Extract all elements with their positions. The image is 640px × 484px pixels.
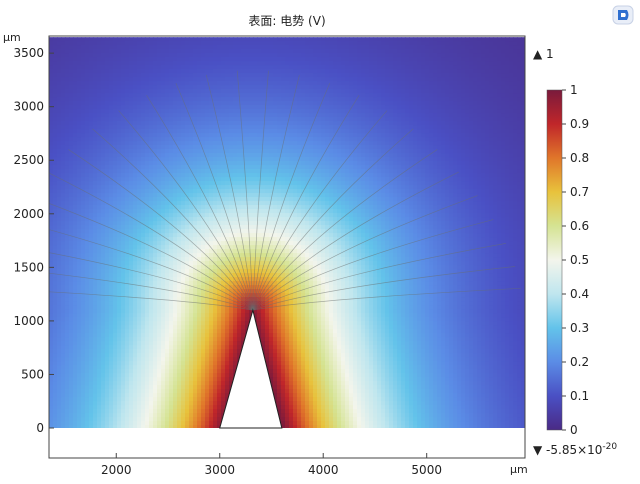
y-tick-label: 1500 <box>13 260 44 274</box>
y-axis-unit: µm <box>3 31 21 44</box>
min-marker-exponent: -20 <box>602 442 617 452</box>
comsol-logo-icon <box>612 5 634 25</box>
x-tick-label: 5000 <box>411 463 442 477</box>
y-tick-label: 0 <box>36 421 44 435</box>
max-marker: ▲ 1 <box>533 47 554 61</box>
x-axis-unit: µm <box>510 463 528 476</box>
colorbar-tick-label: 0.2 <box>570 355 589 369</box>
y-tick-label: 1000 <box>13 314 44 328</box>
colorbar <box>547 90 562 430</box>
colorbar-ticks: 0 0.1 0.2 0.3 0.4 0.5 0.6 0.7 0.8 0.9 1 <box>562 83 589 437</box>
y-axis: 0 500 1000 1500 2000 2500 3000 3500 <box>13 46 54 435</box>
colorbar-tick-label: 0.5 <box>570 253 589 267</box>
colorbar-tick-label: 0.3 <box>570 321 589 335</box>
colorbar-tick-label: 0.7 <box>570 185 589 199</box>
colorbar-tick-label: 0.4 <box>570 287 589 301</box>
colorbar-tick-label: 0.9 <box>570 117 589 131</box>
min-marker-base: ▼ -5.85×10 <box>533 443 602 457</box>
x-tick-label: 2000 <box>101 463 132 477</box>
y-tick-label: 2500 <box>13 153 44 167</box>
colorbar-tick-label: 0.8 <box>570 151 589 165</box>
x-axis: 2000 3000 4000 5000 <box>101 453 442 477</box>
y-tick-label: 3000 <box>13 100 44 114</box>
plot-title: 表面: 电势 (V) <box>248 14 325 28</box>
x-tick-label: 3000 <box>204 463 235 477</box>
potential-surface <box>49 37 526 430</box>
colorbar-tick-label: 0.1 <box>570 389 589 403</box>
colorbar-tick-label: 1 <box>570 83 578 97</box>
y-tick-label: 2000 <box>13 207 44 221</box>
min-marker: ▼ -5.85×10-20 <box>533 442 617 457</box>
colorbar-tick-label: 0.6 <box>570 219 589 233</box>
y-tick-label: 500 <box>21 367 44 381</box>
colorbar-tick-label: 0 <box>570 423 578 437</box>
x-tick-label: 4000 <box>308 463 339 477</box>
y-tick-label: 3500 <box>13 46 44 60</box>
